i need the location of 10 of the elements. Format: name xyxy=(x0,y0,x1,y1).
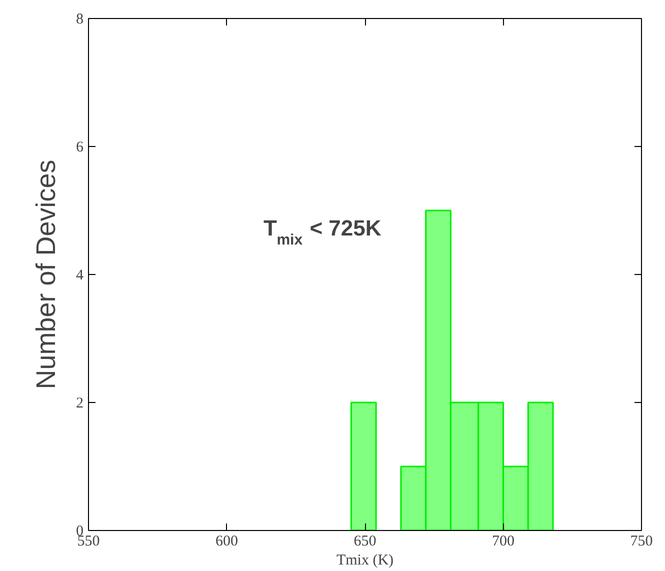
x-tick-label: 600 xyxy=(216,534,238,550)
y-tick-label: 4 xyxy=(76,268,84,284)
x-tick-label: 750 xyxy=(630,534,653,550)
y-axis-title: Number of Devices xyxy=(31,160,61,390)
x-tick-label: 700 xyxy=(492,534,514,550)
x-tick-label: 650 xyxy=(354,534,376,550)
x-axis-title: Tmix (K) xyxy=(336,552,394,568)
y-tick-label: 2 xyxy=(76,396,84,412)
y-tick-label: 8 xyxy=(76,12,84,28)
y-tick-label: 6 xyxy=(76,140,84,156)
